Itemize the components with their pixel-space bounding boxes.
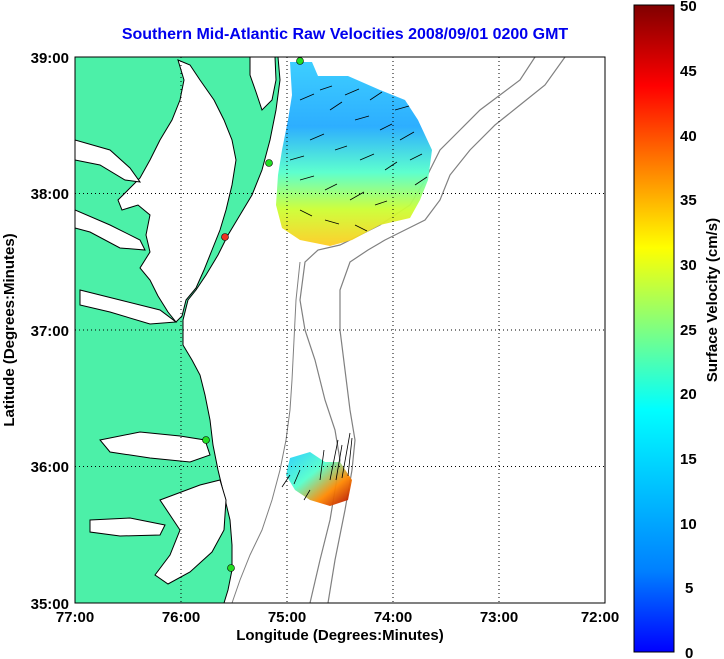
colorbar-tick-label: 20 bbox=[680, 386, 697, 403]
x-axis-ticks: 77:00 76:00 75:00 74:00 73:00 72:00 bbox=[56, 609, 619, 626]
x-tick-label: 72:00 bbox=[581, 609, 619, 626]
y-tick-label: 37:00 bbox=[31, 323, 69, 340]
velocity-patch-north bbox=[276, 62, 432, 246]
x-axis-label: Longitude (Degrees:Minutes) bbox=[236, 627, 444, 644]
y-tick-label: 36:00 bbox=[31, 459, 69, 476]
colorbar-tick-label: 40 bbox=[680, 128, 697, 145]
radar-stations bbox=[202, 57, 304, 572]
y-tick-label: 35:00 bbox=[31, 596, 69, 613]
colorbar-tick-label: 35 bbox=[680, 192, 697, 209]
map-plot-area bbox=[75, 57, 605, 603]
x-tick-label: 73:00 bbox=[480, 609, 518, 626]
colorbar bbox=[633, 4, 675, 653]
x-tick-label: 75:00 bbox=[268, 609, 306, 626]
chart-title: Southern Mid-Atlantic Raw Velocities 200… bbox=[122, 26, 569, 43]
colorbar-tick-label: 50 bbox=[680, 0, 697, 15]
albemarle-sound bbox=[99, 431, 211, 463]
station-marker bbox=[227, 564, 235, 572]
colorbar-ticks: 50 45 40 35 30 25 20 15 10 5 0 bbox=[680, 0, 697, 659]
bathymetry-contour bbox=[231, 261, 301, 603]
colorbar-tick-label: 5 bbox=[685, 580, 693, 597]
station-marker bbox=[202, 436, 210, 444]
x-tick-label: 74:00 bbox=[374, 609, 412, 626]
colorbar-tick-label: 25 bbox=[680, 322, 697, 339]
colorbar-tick-label: 10 bbox=[680, 516, 697, 533]
colorbar-tick-label: 15 bbox=[680, 451, 697, 468]
rappahannock-inlet bbox=[75, 209, 146, 251]
station-marker bbox=[265, 159, 273, 167]
colorbar-tick-label: 0 bbox=[685, 645, 693, 659]
james-inlet bbox=[79, 289, 178, 325]
pamlico-river bbox=[89, 517, 166, 537]
station-marker bbox=[296, 57, 304, 65]
potomac-inlet bbox=[75, 139, 142, 183]
y-axis-ticks: 39:00 38:00 37:00 36:00 35:00 bbox=[31, 50, 69, 613]
y-tick-label: 38:00 bbox=[31, 186, 69, 203]
colorbar-label: Surface Velocity (cm/s) bbox=[704, 218, 721, 382]
bathymetry-contour bbox=[327, 57, 566, 603]
velocity-vectors bbox=[281, 85, 428, 501]
plot-frame bbox=[74, 56, 606, 604]
delaware-bay bbox=[249, 57, 277, 111]
y-axis-label: Latitude (Degrees:Minutes) bbox=[1, 233, 18, 426]
pamlico-sound bbox=[154, 479, 227, 585]
y-tick-label: 39:00 bbox=[31, 50, 69, 67]
colorbar-tick-label: 45 bbox=[680, 63, 697, 80]
x-tick-label: 77:00 bbox=[56, 609, 94, 626]
velocity-patch-south bbox=[286, 452, 352, 506]
map-grid bbox=[75, 57, 605, 603]
station-marker bbox=[221, 233, 229, 241]
colorbar-tick-label: 30 bbox=[680, 257, 697, 274]
x-tick-label: 76:00 bbox=[162, 609, 200, 626]
chesapeake-bay bbox=[117, 59, 237, 323]
